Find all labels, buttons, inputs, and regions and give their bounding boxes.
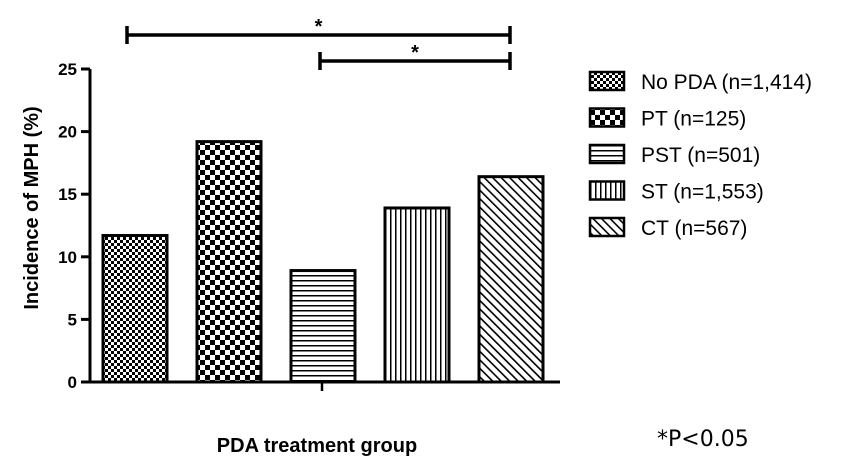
bar-diagonal	[477, 175, 545, 384]
legend-swatch-checker	[588, 70, 626, 92]
legend-swatch-horizontal	[588, 143, 626, 165]
legend-swatch-vertical	[588, 180, 626, 201]
significance-star: *	[315, 16, 323, 38]
bars	[101, 140, 545, 384]
legend-entry-label: CT (n=567)	[641, 217, 747, 240]
x-axis-title: PDA treatment group	[217, 435, 417, 457]
y-tick-label: 15	[58, 185, 77, 204]
y-tick-label: 0	[68, 373, 77, 392]
bar-horizontal	[289, 269, 357, 384]
legend-entry-label: PT (n=125)	[641, 108, 746, 131]
legend-entry-label: ST (n=1,553)	[641, 181, 764, 204]
y-tick-label: 10	[58, 248, 77, 267]
significance-footnote: *P<0.05	[657, 427, 749, 452]
y-tick-label: 20	[58, 123, 77, 142]
legend-swatch-bigchecker	[588, 107, 626, 128]
legend: No PDA (n=1,414) PT (n=125) PST (n=501) ST …	[588, 70, 812, 240]
y-tick-label: 25	[58, 60, 77, 79]
bar-vertical	[383, 206, 451, 384]
y-tick-label: 5	[68, 310, 77, 329]
bar-checker	[101, 234, 169, 384]
legend-entry-label: PST (n=501)	[641, 144, 760, 167]
y-axis-title: Incidence of MPH (%)	[21, 106, 43, 309]
significance-star: *	[411, 42, 419, 64]
legend-entry-label: No PDA (n=1,414)	[641, 71, 812, 94]
bar-bigchecker	[195, 140, 263, 384]
legend-swatch-diagonal	[588, 216, 626, 238]
significance-brackets: **	[125, 16, 512, 70]
